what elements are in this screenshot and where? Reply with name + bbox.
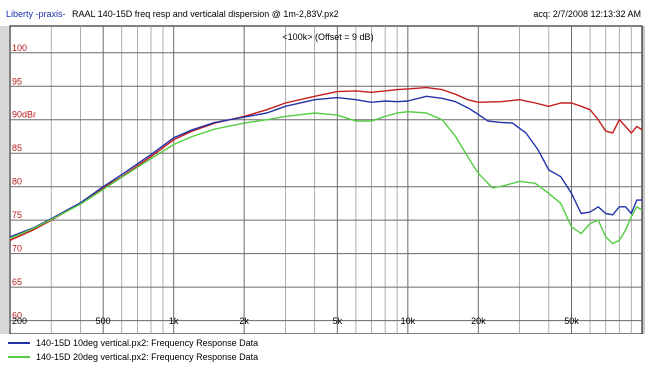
x-tick-label: 2k bbox=[239, 316, 249, 326]
x-tick-labels: 200 500 1k 2k 5k 10k 20k 50k bbox=[12, 316, 579, 326]
y-tick-label: 90dBr bbox=[12, 110, 36, 120]
legend-label: 140-15D 20deg vertical.px2: Frequency Re… bbox=[36, 352, 259, 362]
series-line-2 bbox=[9, 111, 643, 245]
x-tick-label: 5k bbox=[333, 316, 343, 326]
legend-item: 140-15D 10deg vertical.px2: Frequency Re… bbox=[8, 337, 258, 349]
series-line-1 bbox=[9, 95, 642, 238]
file-title: RAAL 140-15D freq resp and verticalal di… bbox=[72, 9, 339, 19]
y-tick-label: 75 bbox=[12, 210, 22, 220]
legend-swatch bbox=[8, 356, 30, 358]
legend: 140-15D 10deg vertical.px2: Frequency Re… bbox=[0, 334, 645, 366]
left-edge-panel bbox=[0, 26, 9, 366]
legend-swatch bbox=[8, 342, 30, 344]
app-name: Liberty -praxis- bbox=[6, 9, 66, 19]
y-tick-label: 60 bbox=[12, 311, 22, 321]
legend-label: 140-15D 10deg vertical.px2: Frequency Re… bbox=[36, 338, 259, 348]
x-tick-label: 20k bbox=[471, 316, 486, 326]
x-tick-label: 1k bbox=[169, 316, 179, 326]
y-tick-label: 80 bbox=[12, 177, 22, 187]
title-bar: Liberty -praxis- RAAL 140-15D freq resp … bbox=[0, 0, 645, 26]
acquisition-time: acq: 2/7/2008 12:13:32 AM bbox=[533, 9, 641, 19]
grid bbox=[10, 26, 642, 334]
series-group bbox=[9, 86, 643, 245]
y-tick-label: 85 bbox=[12, 143, 22, 153]
x-tick-label: 10k bbox=[401, 316, 416, 326]
series-line-0 bbox=[9, 86, 643, 241]
plot-background bbox=[9, 25, 643, 335]
right-edge-panel bbox=[642, 26, 645, 336]
offset-annotation: <100k> (Offset = 9 dB) bbox=[282, 32, 373, 42]
y-tick-label: 70 bbox=[12, 244, 22, 254]
y-tick-labels: 100 95 90dBr 85 80 75 70 65 60 bbox=[12, 43, 36, 321]
x-tick-label: 50k bbox=[564, 316, 579, 326]
y-tick-label: 100 bbox=[12, 43, 27, 53]
y-tick-label: 95 bbox=[12, 76, 22, 86]
x-tick-label: 500 bbox=[96, 316, 111, 326]
legend-item: 140-15D 20deg vertical.px2: Frequency Re… bbox=[8, 351, 258, 363]
y-tick-label: 65 bbox=[12, 277, 22, 287]
x-tick-label: 200 bbox=[12, 316, 27, 326]
